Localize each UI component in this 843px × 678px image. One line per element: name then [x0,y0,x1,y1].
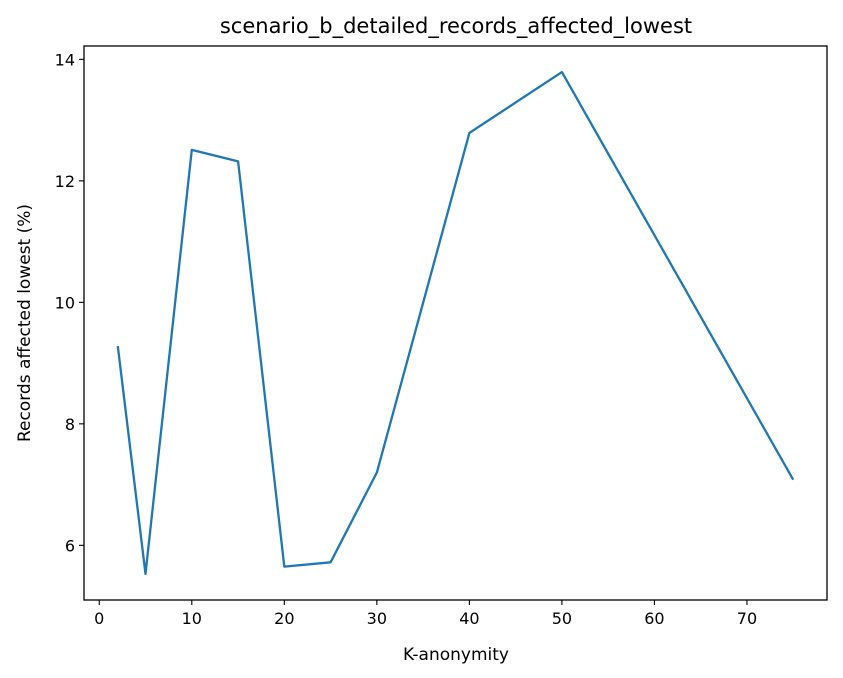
x-tick-label: 0 [94,609,104,628]
series-line-0 [116,70,795,576]
chart-title: scenario_b_detailed_records_affected_low… [220,14,692,39]
x-tick-label: 60 [644,609,664,628]
plot-frame [83,45,828,601]
x-tick-label: 70 [737,609,757,628]
y-tick-label: 6 [65,536,75,555]
x-axis-label: K-anonymity [403,645,509,665]
x-axis: 0 10 20 30 40 50 60 70 [94,600,757,628]
y-axis: 6 8 10 12 14 [55,50,84,555]
plot-area [116,70,795,576]
x-tick-label: 10 [182,609,202,628]
x-tick-label: 40 [459,609,479,628]
y-tick-label: 8 [65,415,75,434]
y-tick-label: 14 [55,50,75,69]
y-axis-label: Records affected lowest (%) [15,204,35,442]
y-tick-label: 12 [55,172,75,191]
x-tick-label: 20 [274,609,294,628]
x-tick-label: 30 [367,609,387,628]
y-tick-label: 10 [55,293,75,312]
x-tick-label: 50 [552,609,572,628]
